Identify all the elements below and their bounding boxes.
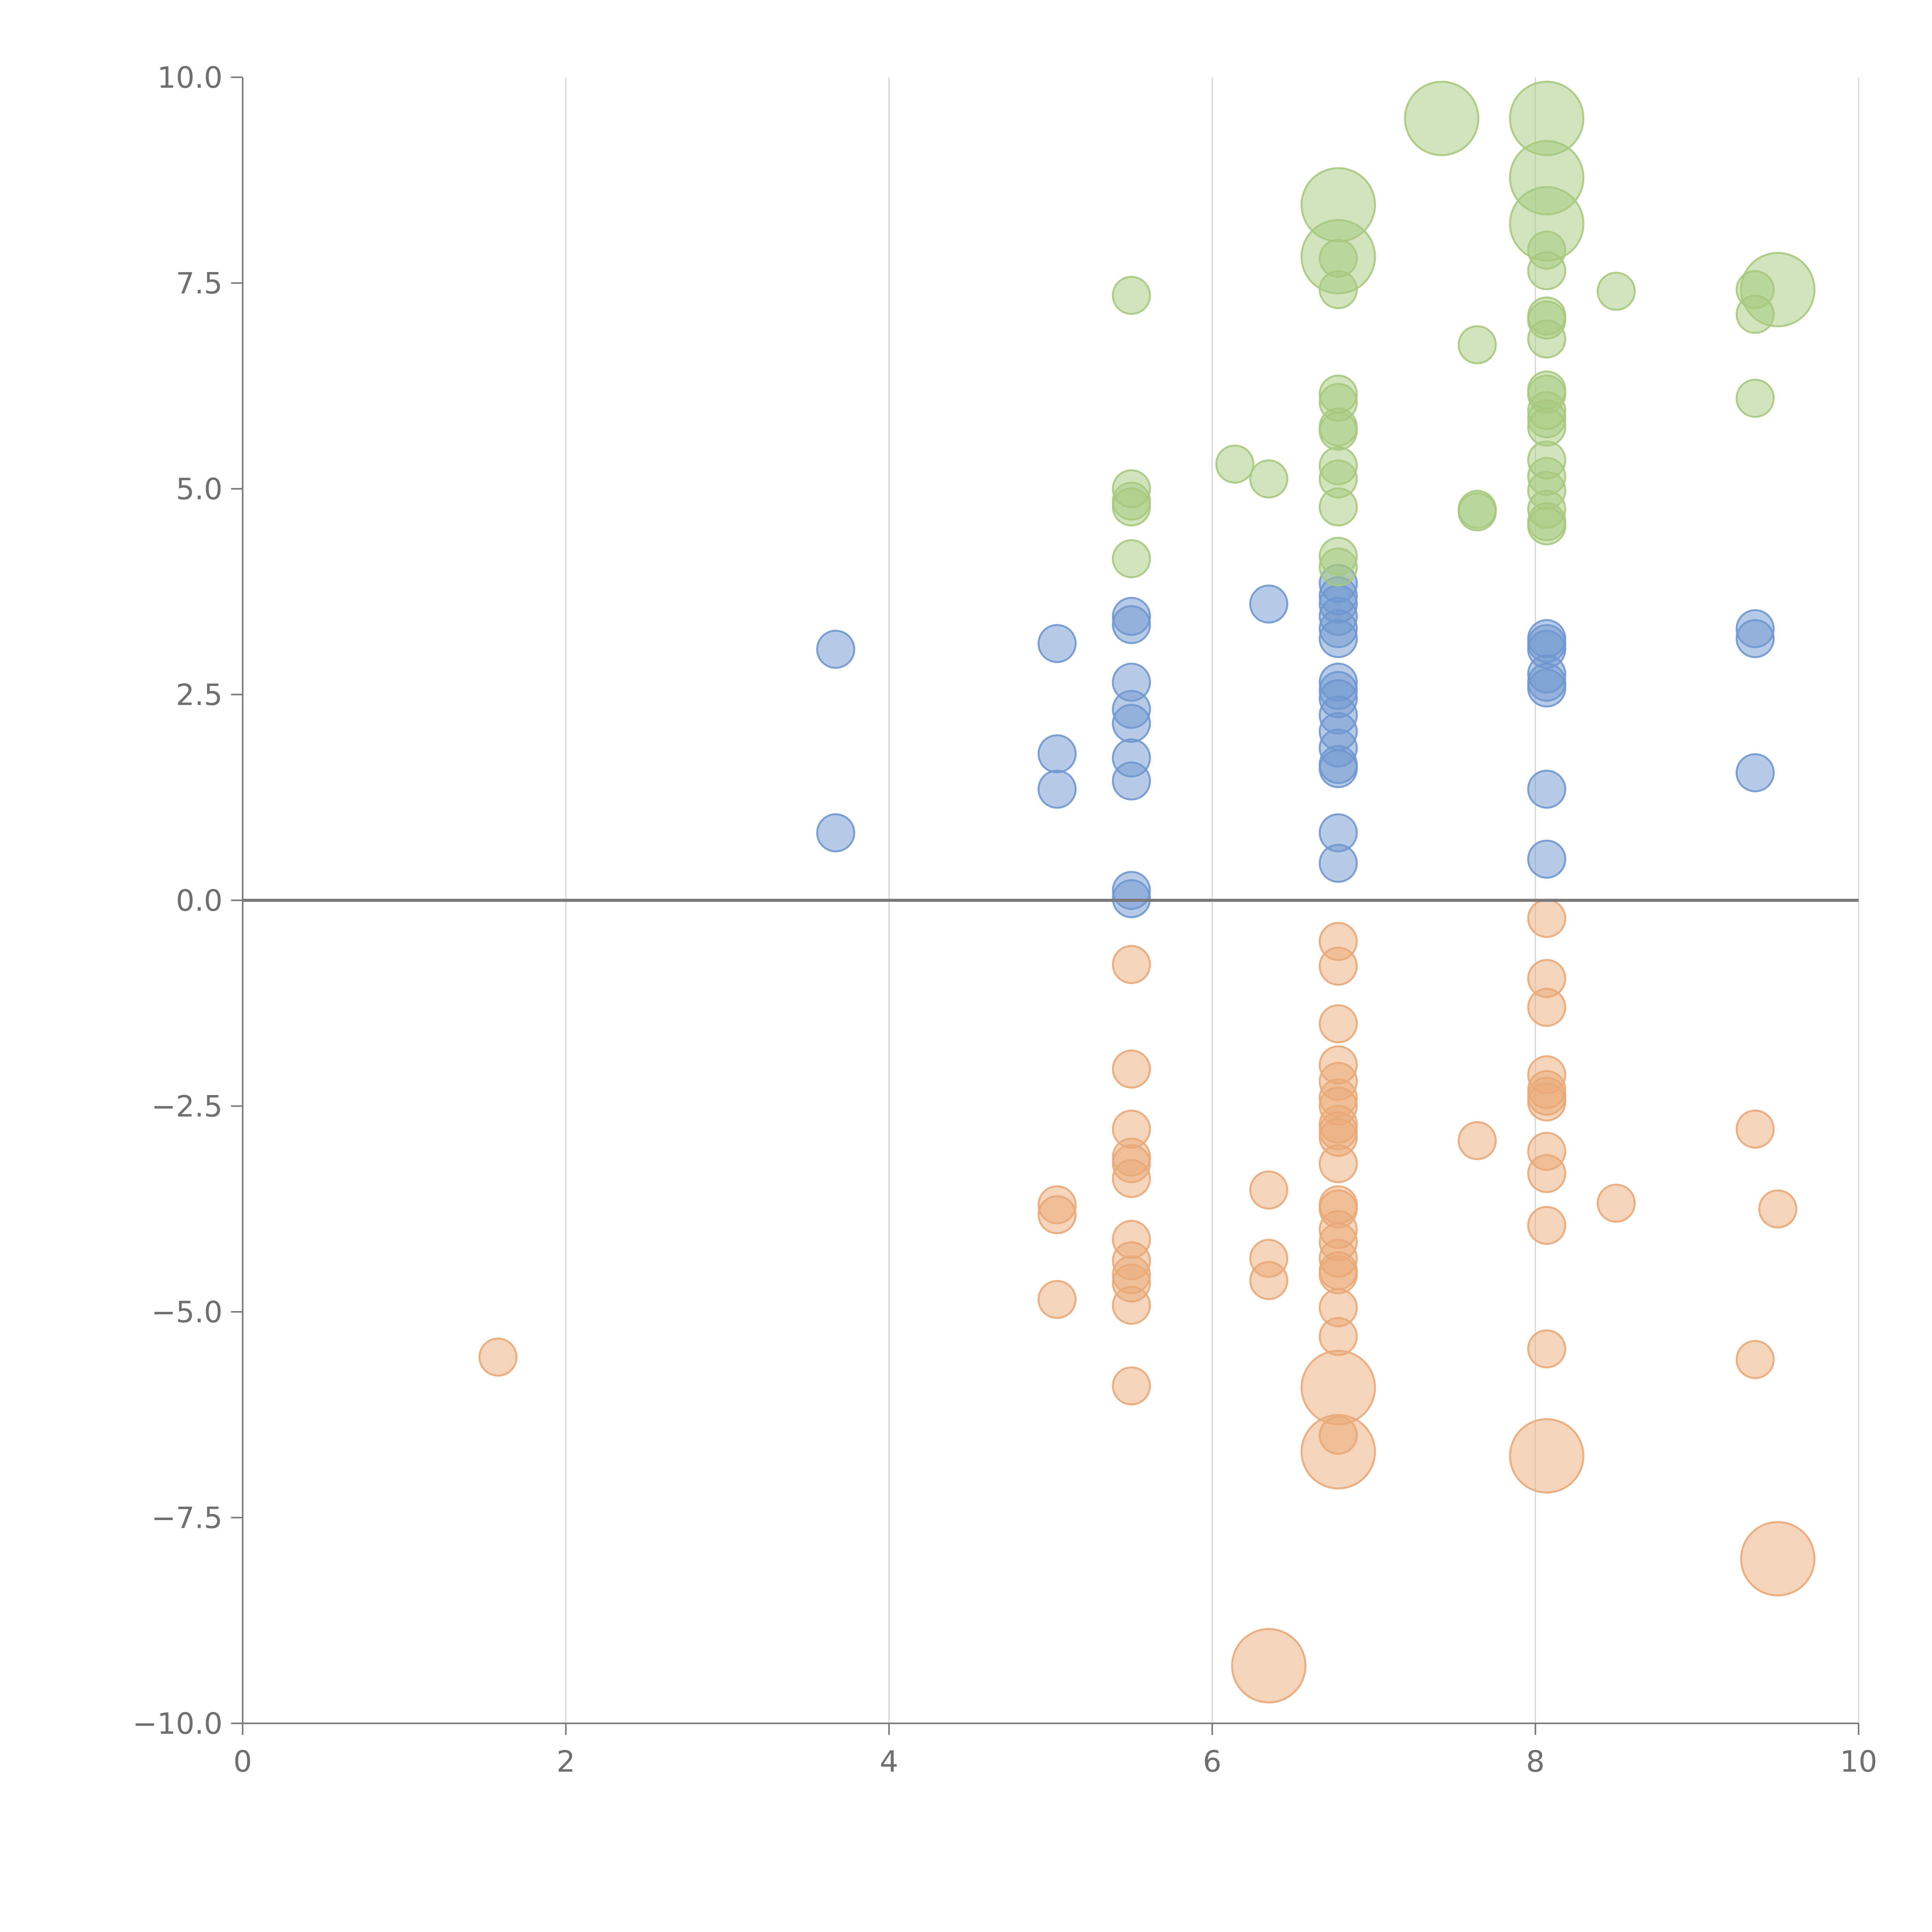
data-point[interactable] bbox=[1527, 1329, 1566, 1369]
data-point[interactable] bbox=[1112, 605, 1151, 644]
data-point[interactable] bbox=[1318, 270, 1358, 310]
data-point[interactable] bbox=[1458, 492, 1497, 532]
data-point[interactable] bbox=[1597, 1184, 1636, 1223]
data-point[interactable] bbox=[816, 813, 855, 852]
data-point[interactable] bbox=[1527, 988, 1566, 1027]
data-point[interactable] bbox=[1037, 769, 1077, 809]
data-point[interactable] bbox=[1527, 1154, 1566, 1193]
data-point[interactable] bbox=[1300, 1414, 1376, 1490]
series-orange bbox=[478, 899, 1816, 1704]
data-point[interactable] bbox=[1735, 619, 1775, 658]
data-point[interactable] bbox=[1527, 506, 1566, 546]
data-point[interactable] bbox=[1527, 840, 1566, 879]
data-point[interactable] bbox=[1112, 1286, 1151, 1325]
data-point[interactable] bbox=[1231, 1628, 1307, 1704]
data-point[interactable] bbox=[1112, 1049, 1151, 1089]
tick-labels: 10.0 7.5 5.0 2.5 0.0 −2.5 −5.0 −7.5 −10.0 0 2 4 6 8 10 bbox=[133, 60, 1877, 1779]
data-point[interactable] bbox=[1249, 459, 1289, 498]
data-point[interactable] bbox=[1318, 619, 1358, 658]
y-tick-label: −7.5 bbox=[151, 1501, 223, 1535]
data-point[interactable] bbox=[1112, 1366, 1151, 1406]
data-point[interactable] bbox=[1037, 1195, 1077, 1235]
data-point[interactable] bbox=[1318, 1004, 1358, 1043]
data-point[interactable] bbox=[1112, 276, 1151, 315]
data-point[interactable] bbox=[1404, 81, 1480, 156]
data-point[interactable] bbox=[1215, 444, 1255, 484]
y-tick-label: 5.0 bbox=[176, 472, 223, 506]
data-point[interactable] bbox=[1740, 1521, 1816, 1597]
data-point[interactable] bbox=[1112, 879, 1151, 918]
data-point[interactable] bbox=[1458, 1121, 1497, 1160]
data-point[interactable] bbox=[1112, 704, 1151, 743]
y-tick-label: 7.5 bbox=[176, 266, 223, 301]
data-point[interactable] bbox=[1318, 1317, 1358, 1356]
data-point[interactable] bbox=[1735, 1340, 1775, 1379]
data-point[interactable] bbox=[1509, 1418, 1585, 1494]
data-point[interactable] bbox=[1249, 1261, 1289, 1300]
x-tick-label: 0 bbox=[233, 1744, 252, 1779]
y-tick-label: 10.0 bbox=[157, 60, 223, 95]
data-point[interactable] bbox=[1458, 325, 1497, 364]
y-tick-label: −2.5 bbox=[151, 1089, 223, 1124]
data-point[interactable] bbox=[1300, 1350, 1376, 1425]
data-point[interactable] bbox=[1527, 251, 1566, 291]
data-point[interactable] bbox=[1527, 769, 1566, 809]
data-point[interactable] bbox=[1735, 1109, 1775, 1149]
data-point[interactable] bbox=[1318, 547, 1358, 587]
x-tick-label: 6 bbox=[1203, 1744, 1221, 1779]
data-point[interactable] bbox=[1037, 1280, 1077, 1319]
data-point[interactable] bbox=[1318, 1255, 1358, 1294]
data-point[interactable] bbox=[1527, 1082, 1566, 1122]
y-tick-label: −5.0 bbox=[151, 1295, 223, 1329]
data-point[interactable] bbox=[1249, 584, 1289, 624]
data-point[interactable] bbox=[1318, 1144, 1358, 1184]
data-point[interactable] bbox=[816, 629, 855, 669]
axes bbox=[231, 77, 1859, 1735]
data-point[interactable] bbox=[1318, 749, 1358, 788]
data-point[interactable] bbox=[1597, 272, 1636, 311]
y-tick-label: 2.5 bbox=[176, 678, 223, 712]
data-point[interactable] bbox=[1249, 1170, 1289, 1210]
data-point[interactable] bbox=[1758, 1189, 1798, 1229]
data-point[interactable] bbox=[1527, 1206, 1566, 1245]
y-tick-label: 0.0 bbox=[176, 883, 223, 918]
x-tick-label: 4 bbox=[880, 1744, 898, 1779]
data-point[interactable] bbox=[1318, 412, 1358, 451]
data-point[interactable] bbox=[1318, 487, 1358, 527]
x-tick-label: 8 bbox=[1526, 1744, 1544, 1779]
x-tick-label: 10 bbox=[1840, 1744, 1878, 1779]
data-point[interactable] bbox=[1740, 252, 1816, 328]
data-point[interactable] bbox=[1527, 319, 1566, 359]
data-point[interactable] bbox=[1527, 899, 1566, 938]
data-point[interactable] bbox=[1037, 624, 1077, 663]
y-tick-label: −10.0 bbox=[133, 1706, 223, 1741]
data-point[interactable] bbox=[1112, 1159, 1151, 1198]
data-point[interactable] bbox=[1735, 753, 1775, 793]
data-point[interactable] bbox=[1318, 946, 1358, 986]
data-point[interactable] bbox=[1318, 844, 1358, 883]
data-point[interactable] bbox=[1037, 734, 1077, 774]
data-point[interactable] bbox=[1735, 379, 1775, 418]
data-point[interactable] bbox=[1112, 539, 1151, 578]
data-points bbox=[243, 81, 1859, 1704]
x-tick-label: 2 bbox=[556, 1744, 575, 1779]
data-point[interactable] bbox=[1112, 945, 1151, 984]
data-point[interactable] bbox=[478, 1337, 518, 1377]
data-point[interactable] bbox=[1527, 668, 1566, 707]
series-blue bbox=[816, 564, 1775, 918]
data-point[interactable] bbox=[1112, 487, 1151, 527]
data-point[interactable] bbox=[1112, 761, 1151, 801]
data-point[interactable] bbox=[1527, 407, 1566, 447]
series-green bbox=[1112, 81, 1816, 587]
